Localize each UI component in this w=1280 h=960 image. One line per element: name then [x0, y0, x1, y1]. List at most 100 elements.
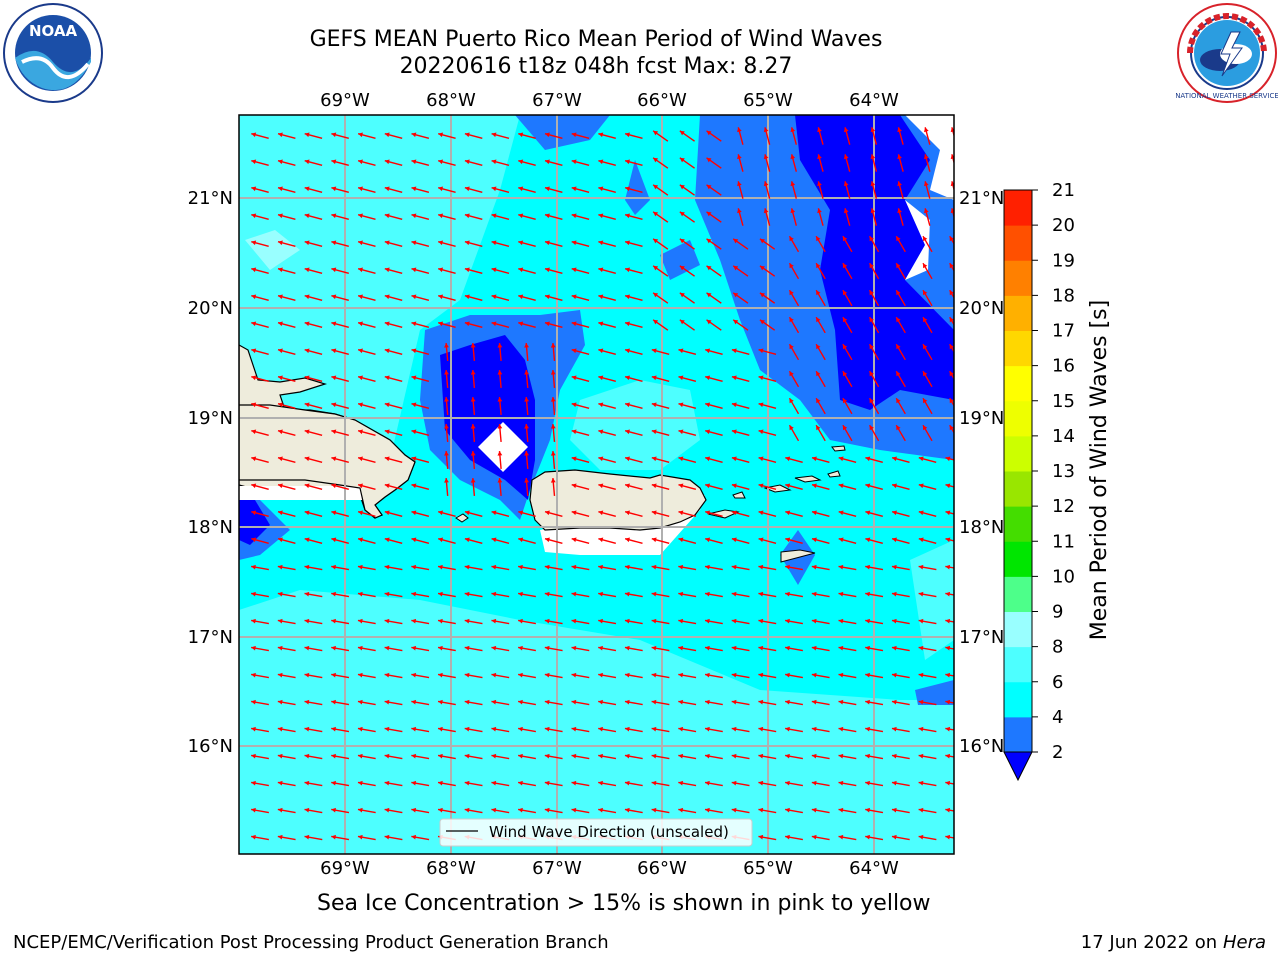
wave-arrow-head: [491, 753, 497, 759]
wave-arrow-head: [949, 317, 954, 323]
wave-arrow-head: [571, 348, 577, 354]
wave-arrow-head: [571, 726, 577, 732]
wave-arrow-head: [491, 672, 497, 678]
field-2-4s-west: [239, 500, 270, 545]
wave-arrow-head: [277, 618, 283, 624]
wave-arrow-head: [758, 483, 764, 489]
wave-arrow-head: [653, 238, 659, 244]
colorbar-tick-label: 9: [1052, 602, 1063, 623]
wave-arrow-head: [865, 537, 871, 543]
wave-arrow-head: [651, 780, 657, 786]
colorbar-tick-label: 20: [1052, 215, 1075, 236]
colorbar-segment: [1004, 260, 1032, 296]
wave-arrow-head: [491, 240, 497, 246]
wave-arrow-head: [651, 510, 657, 516]
colorbar-segment: [1004, 506, 1032, 542]
wave-arrow-head: [545, 537, 550, 543]
wave-arrow-head: [470, 424, 476, 429]
wave-arrow-head: [331, 159, 337, 165]
colorbar-segment: [1004, 541, 1032, 577]
wave-arrow-head: [705, 618, 710, 624]
wave-arrow-head: [518, 159, 524, 165]
wave-arrow-head: [251, 348, 257, 354]
wave-arrow-head: [811, 726, 817, 732]
wave-arrow-head: [842, 425, 848, 431]
wave-arrow-head: [491, 132, 497, 138]
wave-arrow-head: [411, 645, 417, 651]
wave-arrow-head: [679, 184, 685, 190]
wave-arrow-head: [524, 397, 529, 402]
wave-arrow-head: [624, 780, 630, 786]
colorbar-tick-label: 4: [1052, 707, 1063, 728]
wave-arrow-head: [438, 618, 443, 624]
wave-arrow-head: [491, 213, 497, 219]
colorbar: [1003, 189, 1033, 782]
wave-arrow-head: [811, 780, 817, 786]
wave-arrow-head: [411, 267, 417, 273]
wave-arrow-head: [598, 321, 604, 327]
credit-line: NCEP/EMC/Verification Post Processing Pr…: [13, 932, 609, 953]
wave-arrow-head: [464, 132, 470, 138]
wave-arrow-head: [923, 317, 928, 323]
wave-arrow-head: [816, 236, 821, 242]
wave-arrow-head: [705, 699, 710, 705]
wave-arrow-head: [838, 834, 844, 840]
wave-arrow-head: [869, 263, 874, 269]
wave-arrow-head: [731, 483, 737, 489]
wave-arrow-head: [384, 456, 390, 462]
wave-arrow-head: [357, 591, 363, 597]
wave-arrow-head: [571, 753, 577, 759]
wave-arrow-head: [358, 159, 363, 165]
wave-arrow-head: [550, 343, 556, 348]
wave-arrow-head: [785, 645, 790, 651]
wave-arrow-head: [571, 240, 577, 246]
wave-arrow-head: [331, 429, 337, 435]
colorbar-segment: [1004, 681, 1032, 718]
colorbar-segment: [1004, 435, 1032, 472]
wave-arrow-head: [304, 618, 310, 624]
nws-logo-text: NATIONAL WEATHER SERVICE: [1176, 92, 1278, 100]
wave-arrow-head: [545, 132, 550, 138]
wave-arrow-head: [625, 321, 630, 327]
wave-arrow-head: [811, 753, 817, 759]
wave-arrow-head: [384, 429, 390, 435]
wave-arrow-head: [785, 564, 790, 570]
wave-arrow-head: [357, 726, 363, 732]
wave-arrow-head: [816, 425, 821, 431]
wave-arrow-head: [545, 510, 550, 516]
colorbar-segment: [1004, 471, 1032, 507]
wave-arrow-head: [571, 159, 577, 165]
anegada-island: [827, 470, 841, 478]
wave-arrow-head: [384, 672, 390, 678]
wave-arrow-head: [438, 186, 444, 192]
wave-arrow-head: [331, 807, 336, 813]
wave-arrow-head: [785, 456, 791, 462]
wave-arrow-head: [950, 208, 954, 214]
wave-arrow-head: [384, 834, 390, 840]
wave-arrow-head: [464, 294, 470, 300]
wave-arrow-head: [945, 834, 951, 840]
wave-arrow-head: [331, 321, 337, 327]
wave-arrow-head: [651, 753, 657, 759]
wave-arrow-head: [545, 213, 550, 219]
wave-arrow-head: [518, 267, 524, 273]
wave-arrow-head: [785, 834, 790, 840]
wave-arrow-head: [411, 672, 417, 678]
wave-arrow-head: [624, 753, 630, 759]
wave-arrow-head: [304, 753, 310, 759]
wave-arrow-head: [706, 265, 712, 271]
wave-arrow-head: [869, 398, 874, 404]
wave-arrow-head: [678, 483, 684, 489]
wave-arrow-head: [304, 375, 310, 381]
wave-arrow-head: [331, 402, 337, 408]
wave-arrow-head: [731, 726, 737, 732]
wave-arrow-head: [304, 780, 310, 786]
wave-arrow-head: [251, 672, 256, 678]
wave-arrow-head: [785, 780, 790, 786]
wave-arrow-head: [758, 672, 764, 678]
wave-arrow-head: [598, 780, 603, 786]
wave-arrow-head: [304, 591, 310, 597]
wave-arrow-head: [384, 591, 390, 597]
wave-arrow-head: [731, 510, 737, 516]
wave-arrow-head: [918, 510, 924, 516]
